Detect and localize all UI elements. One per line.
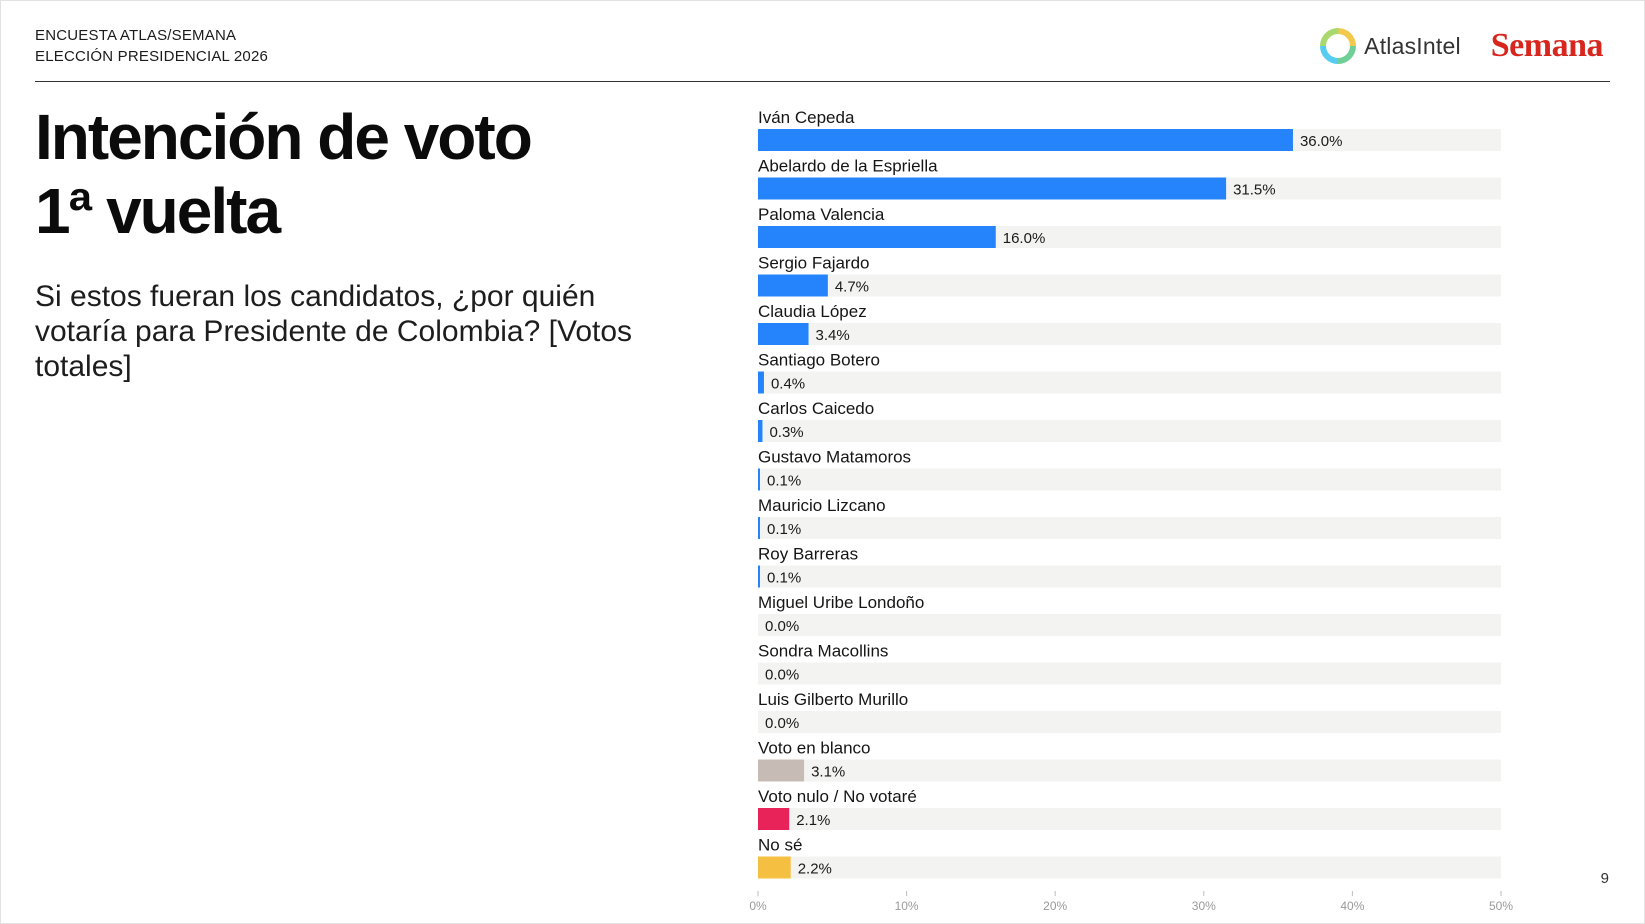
category-label-sergio-fajardo: Sergio Fajardo: [758, 254, 870, 273]
page-title: Intención de voto 1ª vuelta: [35, 100, 533, 248]
survey-name: ENCUESTA ATLAS/SEMANA: [35, 27, 237, 44]
category-label-no-se: No sé: [758, 836, 802, 855]
category-label-sondra-macollins: Sondra Macollins: [758, 642, 888, 661]
bar-voto-en-blanco: [758, 759, 805, 782]
value-label-no-se: 2.2%: [798, 861, 832, 878]
value-label-luis-gilberto-murillo: 0.0%: [765, 715, 799, 732]
bar-track-sergio-fajardo: [758, 274, 1501, 297]
x-tick-label-30: 30%: [1192, 899, 1216, 913]
bar-track-voto-nulo-no-votare: [758, 808, 1501, 830]
value-label-sergio-fajardo: 4.7%: [835, 279, 869, 296]
election-name: ELECCIÓN PRESIDENCIAL 2026: [35, 48, 269, 65]
category-label-ivan-cepeda: Iván Cepeda: [758, 108, 855, 127]
atlasintel-logo: AtlasIntel: [1320, 28, 1461, 64]
bar-track-carlos-caicedo: [758, 420, 1501, 442]
value-label-paloma-valencia: 16.0%: [1003, 230, 1046, 247]
value-label-mauricio-lizcano: 0.1%: [767, 521, 801, 538]
value-label-claudia-lopez: 3.4%: [816, 327, 850, 344]
bar-track-gustavo-matamoros: [758, 468, 1501, 491]
value-label-miguel-uribe-londono: 0.0%: [765, 618, 799, 635]
bar-roy-barreras: [758, 565, 760, 588]
value-label-sondra-macollins: 0.0%: [765, 667, 799, 684]
value-label-ivan-cepeda: 36.0%: [1300, 133, 1343, 150]
category-label-claudia-lopez: Claudia López: [758, 302, 867, 321]
semana-logo: Semana: [1490, 27, 1604, 64]
x-tick-label-10: 10%: [895, 899, 919, 913]
category-label-voto-en-blanco: Voto en blanco: [758, 739, 870, 758]
bar-track-voto-en-blanco: [758, 759, 1501, 782]
value-label-santiago-botero: 0.4%: [771, 376, 805, 393]
bar-abelardo-de-la-espriella: [758, 177, 1227, 200]
value-label-voto-en-blanco: 3.1%: [811, 764, 845, 781]
category-label-paloma-valencia: Paloma Valencia: [758, 205, 885, 224]
bar-track-miguel-uribe-londono: [758, 614, 1501, 636]
value-label-voto-nulo-no-votare: 2.1%: [796, 812, 830, 829]
survey-question: Si estos fueran los candidatos, ¿por qui…: [35, 280, 633, 383]
survey-header: ENCUESTA ATLAS/SEMANA ELECCIÓN PRESIDENC…: [35, 25, 268, 67]
x-tick-label-50: 50%: [1489, 899, 1513, 913]
value-label-gustavo-matamoros: 0.1%: [767, 473, 801, 490]
value-label-roy-barreras: 0.1%: [767, 570, 801, 587]
bar-track-santiago-botero: [758, 371, 1501, 394]
category-label-luis-gilberto-murillo: Luis Gilberto Murillo: [758, 690, 908, 709]
bar-gustavo-matamoros: [758, 468, 760, 491]
category-label-mauricio-lizcano: Mauricio Lizcano: [758, 496, 886, 515]
category-label-santiago-botero: Santiago Botero: [758, 351, 880, 370]
x-tick-label-20: 20%: [1043, 899, 1067, 913]
title-line-2: 1ª vuelta: [35, 175, 281, 247]
category-label-roy-barreras: Roy Barreras: [758, 545, 858, 564]
value-label-carlos-caicedo: 0.3%: [769, 424, 803, 441]
title-line-1: Intención de voto: [35, 101, 533, 173]
header-divider: [35, 81, 1610, 82]
category-label-voto-nulo-no-votare: Voto nulo / No votaré: [758, 787, 917, 806]
category-label-abelardo-de-la-espriella: Abelardo de la Espriella: [758, 157, 938, 176]
x-tick-label-0: 0%: [749, 899, 767, 913]
value-label-abelardo-de-la-espriella: 31.5%: [1233, 182, 1276, 199]
page-number: 9: [1600, 870, 1609, 887]
bar-track-sondra-macollins: [758, 662, 1501, 685]
category-label-carlos-caicedo: Carlos Caicedo: [758, 399, 874, 418]
bar-claudia-lopez: [758, 323, 809, 345]
category-label-miguel-uribe-londono: Miguel Uribe Londoño: [758, 593, 924, 612]
bar-ivan-cepeda: [758, 129, 1293, 151]
bar-paloma-valencia: [758, 226, 996, 248]
bar-mauricio-lizcano: [758, 517, 760, 539]
category-label-gustavo-matamoros: Gustavo Matamoros: [758, 448, 911, 467]
bar-track-no-se: [758, 856, 1501, 879]
bar-santiago-botero: [758, 371, 764, 394]
logo-bar: AtlasIntel Semana: [1320, 22, 1604, 70]
bar-sergio-fajardo: [758, 274, 828, 297]
bar-track-roy-barreras: [758, 565, 1501, 588]
x-tick-label-40: 40%: [1340, 899, 1364, 913]
bar-no-se: [758, 856, 791, 879]
bar-track-mauricio-lizcano: [758, 517, 1501, 539]
atlasintel-wordmark: AtlasIntel: [1364, 32, 1461, 59]
bar-voto-nulo-no-votare: [758, 808, 790, 830]
bar-track-claudia-lopez: [758, 323, 1501, 345]
bar-track-luis-gilberto-murillo: [758, 711, 1501, 733]
bar-carlos-caicedo: [758, 420, 763, 442]
atlasintel-icon: [1320, 28, 1357, 64]
